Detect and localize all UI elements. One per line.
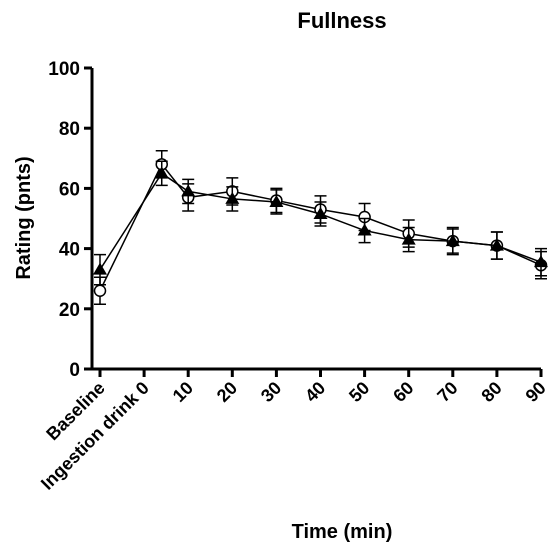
x-tick-label: 10 (169, 378, 197, 406)
y-tick-label: 60 (59, 179, 80, 200)
point (489, 238, 504, 251)
y-tick-label: 80 (59, 119, 80, 140)
point (401, 232, 416, 245)
point (313, 206, 328, 219)
x-axis-label: Time (min) (292, 521, 393, 543)
x-tick-label: 70 (433, 378, 461, 406)
x-tick-label: 40 (301, 378, 329, 406)
series-line (99, 162, 542, 292)
y-tick-label: 0 (69, 360, 80, 381)
x-tick-label: 20 (213, 378, 241, 406)
x-tick-label: 50 (345, 378, 373, 406)
point (357, 223, 372, 236)
point (154, 166, 169, 179)
x-tick-label: 60 (389, 378, 417, 406)
point (93, 262, 107, 275)
x-tick-label: 90 (522, 378, 550, 406)
point (445, 234, 460, 247)
y-tick-label: 100 (48, 59, 80, 80)
y-axis-label: Rating (pnts) (13, 156, 35, 279)
point (225, 191, 240, 204)
point (93, 284, 107, 297)
point (181, 184, 196, 197)
point (269, 194, 284, 207)
chart-title: Fullness (297, 8, 386, 33)
y-tick-label: 20 (59, 300, 80, 321)
x-tick-label: 30 (257, 378, 285, 406)
x-tick-label: 80 (477, 378, 505, 406)
point (534, 255, 548, 268)
y-tick-label: 40 (59, 240, 80, 261)
